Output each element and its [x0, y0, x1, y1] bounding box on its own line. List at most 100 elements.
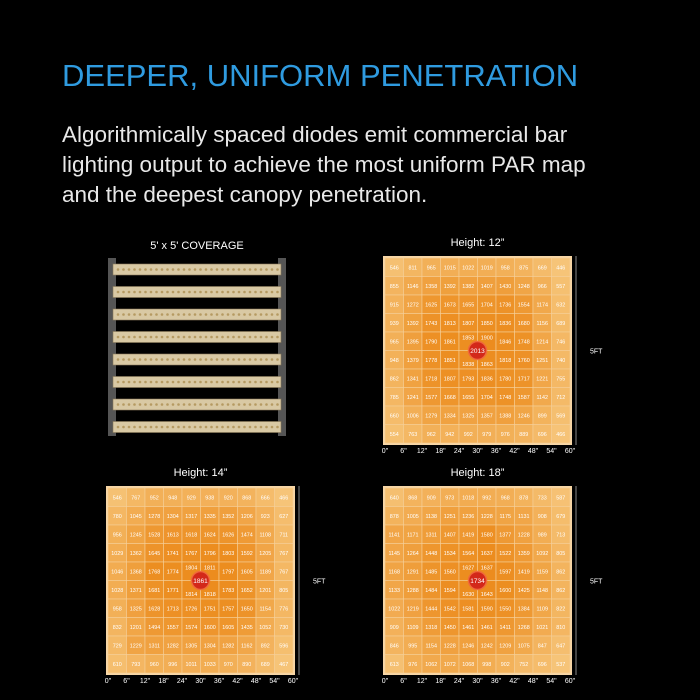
- axis-label: 18": [435, 678, 446, 685]
- par-value: 810: [556, 625, 565, 631]
- diode: [248, 290, 252, 294]
- diode: [193, 425, 197, 429]
- diode: [160, 268, 164, 271]
- par-value: 960: [150, 662, 159, 668]
- diode: [232, 268, 235, 271]
- par-value: 1594: [444, 588, 456, 594]
- par-value: 1811: [204, 565, 216, 571]
- par-value: 1241: [407, 395, 419, 401]
- diode: [226, 335, 230, 339]
- peak-value: 1734: [470, 578, 485, 585]
- diode: [144, 268, 147, 271]
- par-value: 640: [390, 495, 399, 501]
- diode: [270, 268, 274, 271]
- par-value: 1853: [462, 335, 474, 341]
- par-value: 730: [279, 625, 288, 631]
- par-value: 1836: [499, 321, 511, 327]
- diode: [133, 403, 136, 406]
- par-value: 976: [408, 662, 417, 668]
- diode: [221, 290, 224, 294]
- par-value: 1075: [518, 643, 530, 649]
- light-bar: [112, 353, 282, 366]
- diode: [193, 380, 197, 384]
- par-value: 767: [279, 551, 288, 557]
- par-value: 1305: [185, 643, 197, 649]
- diode: [232, 425, 235, 429]
- par-value: 1624: [204, 532, 216, 538]
- diode: [122, 358, 125, 361]
- diode: [199, 403, 202, 406]
- par-value: 1818: [204, 592, 216, 598]
- diode: [122, 313, 125, 316]
- diode: [254, 290, 257, 294]
- par-value: 713: [556, 532, 565, 538]
- axis-label: 0": [105, 678, 112, 685]
- par-value: 822: [556, 606, 565, 612]
- diode: [248, 403, 252, 406]
- peak-marker: [190, 570, 211, 591]
- par-value: 1288: [407, 588, 419, 594]
- diode: [166, 268, 169, 271]
- par-value: 537: [556, 662, 565, 668]
- par-value: 740: [556, 358, 565, 364]
- par-value: 1407: [481, 284, 493, 290]
- diode: [215, 268, 219, 271]
- diode: [276, 335, 279, 339]
- diode: [259, 403, 263, 406]
- par-value: 1156: [536, 321, 548, 327]
- par-value: 1245: [130, 532, 142, 538]
- axis-label: 24": [454, 448, 465, 455]
- par-value: 909: [427, 495, 436, 501]
- par-value: 1600: [499, 588, 511, 594]
- par-value: 1751: [204, 606, 216, 612]
- diode: [243, 380, 246, 384]
- diode: [270, 335, 274, 339]
- map-title: Height: 12”: [451, 237, 505, 249]
- par-value: 689: [556, 321, 565, 327]
- par-value: 1643: [481, 592, 493, 598]
- par-value: 1448: [425, 551, 437, 557]
- diode: [232, 335, 235, 339]
- par-value: 1304: [204, 643, 216, 649]
- diode: [149, 425, 153, 429]
- par-value: 1148: [536, 588, 548, 594]
- par-value: 1625: [425, 302, 437, 308]
- par-value: 1655: [462, 395, 474, 401]
- par-value: 1846: [499, 339, 511, 345]
- diode: [199, 313, 202, 316]
- par-value: 1392: [444, 284, 456, 290]
- diode: [171, 425, 175, 429]
- diode: [221, 380, 224, 384]
- diode: [193, 268, 197, 271]
- par-value: 1645: [148, 551, 160, 557]
- par-value: 755: [556, 376, 565, 382]
- par-value: 776: [279, 606, 288, 612]
- par-value: 1359: [518, 551, 530, 557]
- diode: [243, 425, 246, 429]
- diode: [133, 268, 136, 271]
- diode: [149, 335, 153, 339]
- par-value: 965: [390, 339, 399, 345]
- par-value: 1304: [167, 514, 179, 520]
- par-value: 1377: [499, 532, 511, 538]
- par-value: 1062: [425, 662, 437, 668]
- par-value: 1741: [167, 551, 179, 557]
- par-value: 995: [408, 643, 417, 649]
- axis-label: 6": [123, 678, 130, 685]
- diode: [182, 358, 186, 361]
- axis-label: 18": [435, 448, 446, 455]
- diode: [155, 403, 158, 406]
- diode: [166, 358, 169, 361]
- par-value: 785: [390, 395, 399, 401]
- diode: [248, 380, 252, 384]
- par-value: 1818: [499, 358, 511, 364]
- side-label: 5FT: [313, 579, 326, 586]
- diode: [133, 335, 136, 339]
- diode: [149, 403, 153, 406]
- par-value: 1851: [444, 358, 456, 364]
- diode: [138, 290, 142, 294]
- par-value: 466: [279, 495, 288, 501]
- par-value: 1021: [536, 625, 548, 631]
- par-value: 1574: [185, 625, 197, 631]
- par-value: 1797: [222, 569, 234, 575]
